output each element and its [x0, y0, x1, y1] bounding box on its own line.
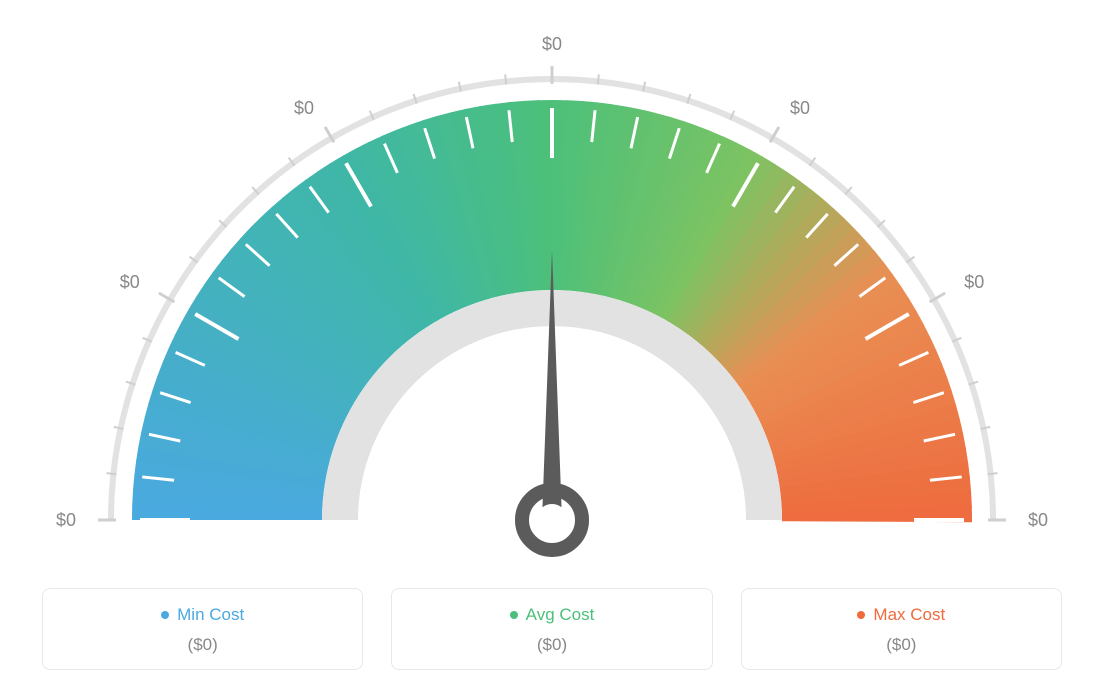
legend-card-avg: Avg Cost ($0) — [391, 588, 712, 670]
legend-label-avg: Avg Cost — [526, 605, 595, 625]
legend-card-max: Max Cost ($0) — [741, 588, 1062, 670]
legend-value-max: ($0) — [750, 635, 1053, 655]
svg-text:$0: $0 — [1028, 510, 1048, 530]
legend-title-avg: Avg Cost — [510, 605, 595, 625]
legend-card-min: Min Cost ($0) — [42, 588, 363, 670]
legend-value-min: ($0) — [51, 635, 354, 655]
svg-text:$0: $0 — [790, 98, 810, 118]
legend-label-min: Min Cost — [177, 605, 244, 625]
legend-value-avg: ($0) — [400, 635, 703, 655]
svg-text:$0: $0 — [120, 272, 140, 292]
legend-row: Min Cost ($0) Avg Cost ($0) Max Cost ($0… — [42, 588, 1062, 670]
legend-dot-avg — [510, 611, 518, 619]
svg-text:$0: $0 — [294, 98, 314, 118]
svg-text:$0: $0 — [964, 272, 984, 292]
legend-label-max: Max Cost — [873, 605, 945, 625]
legend-title-max: Max Cost — [857, 605, 945, 625]
legend-dot-min — [161, 611, 169, 619]
svg-text:$0: $0 — [56, 510, 76, 530]
gauge-chart: $0 $0 $0 $0 $0 $0 $0 — [0, 0, 1104, 560]
svg-text:$0: $0 — [542, 34, 562, 54]
gauge-svg: $0 $0 $0 $0 $0 $0 $0 — [0, 0, 1104, 560]
legend-dot-max — [857, 611, 865, 619]
legend-title-min: Min Cost — [161, 605, 244, 625]
